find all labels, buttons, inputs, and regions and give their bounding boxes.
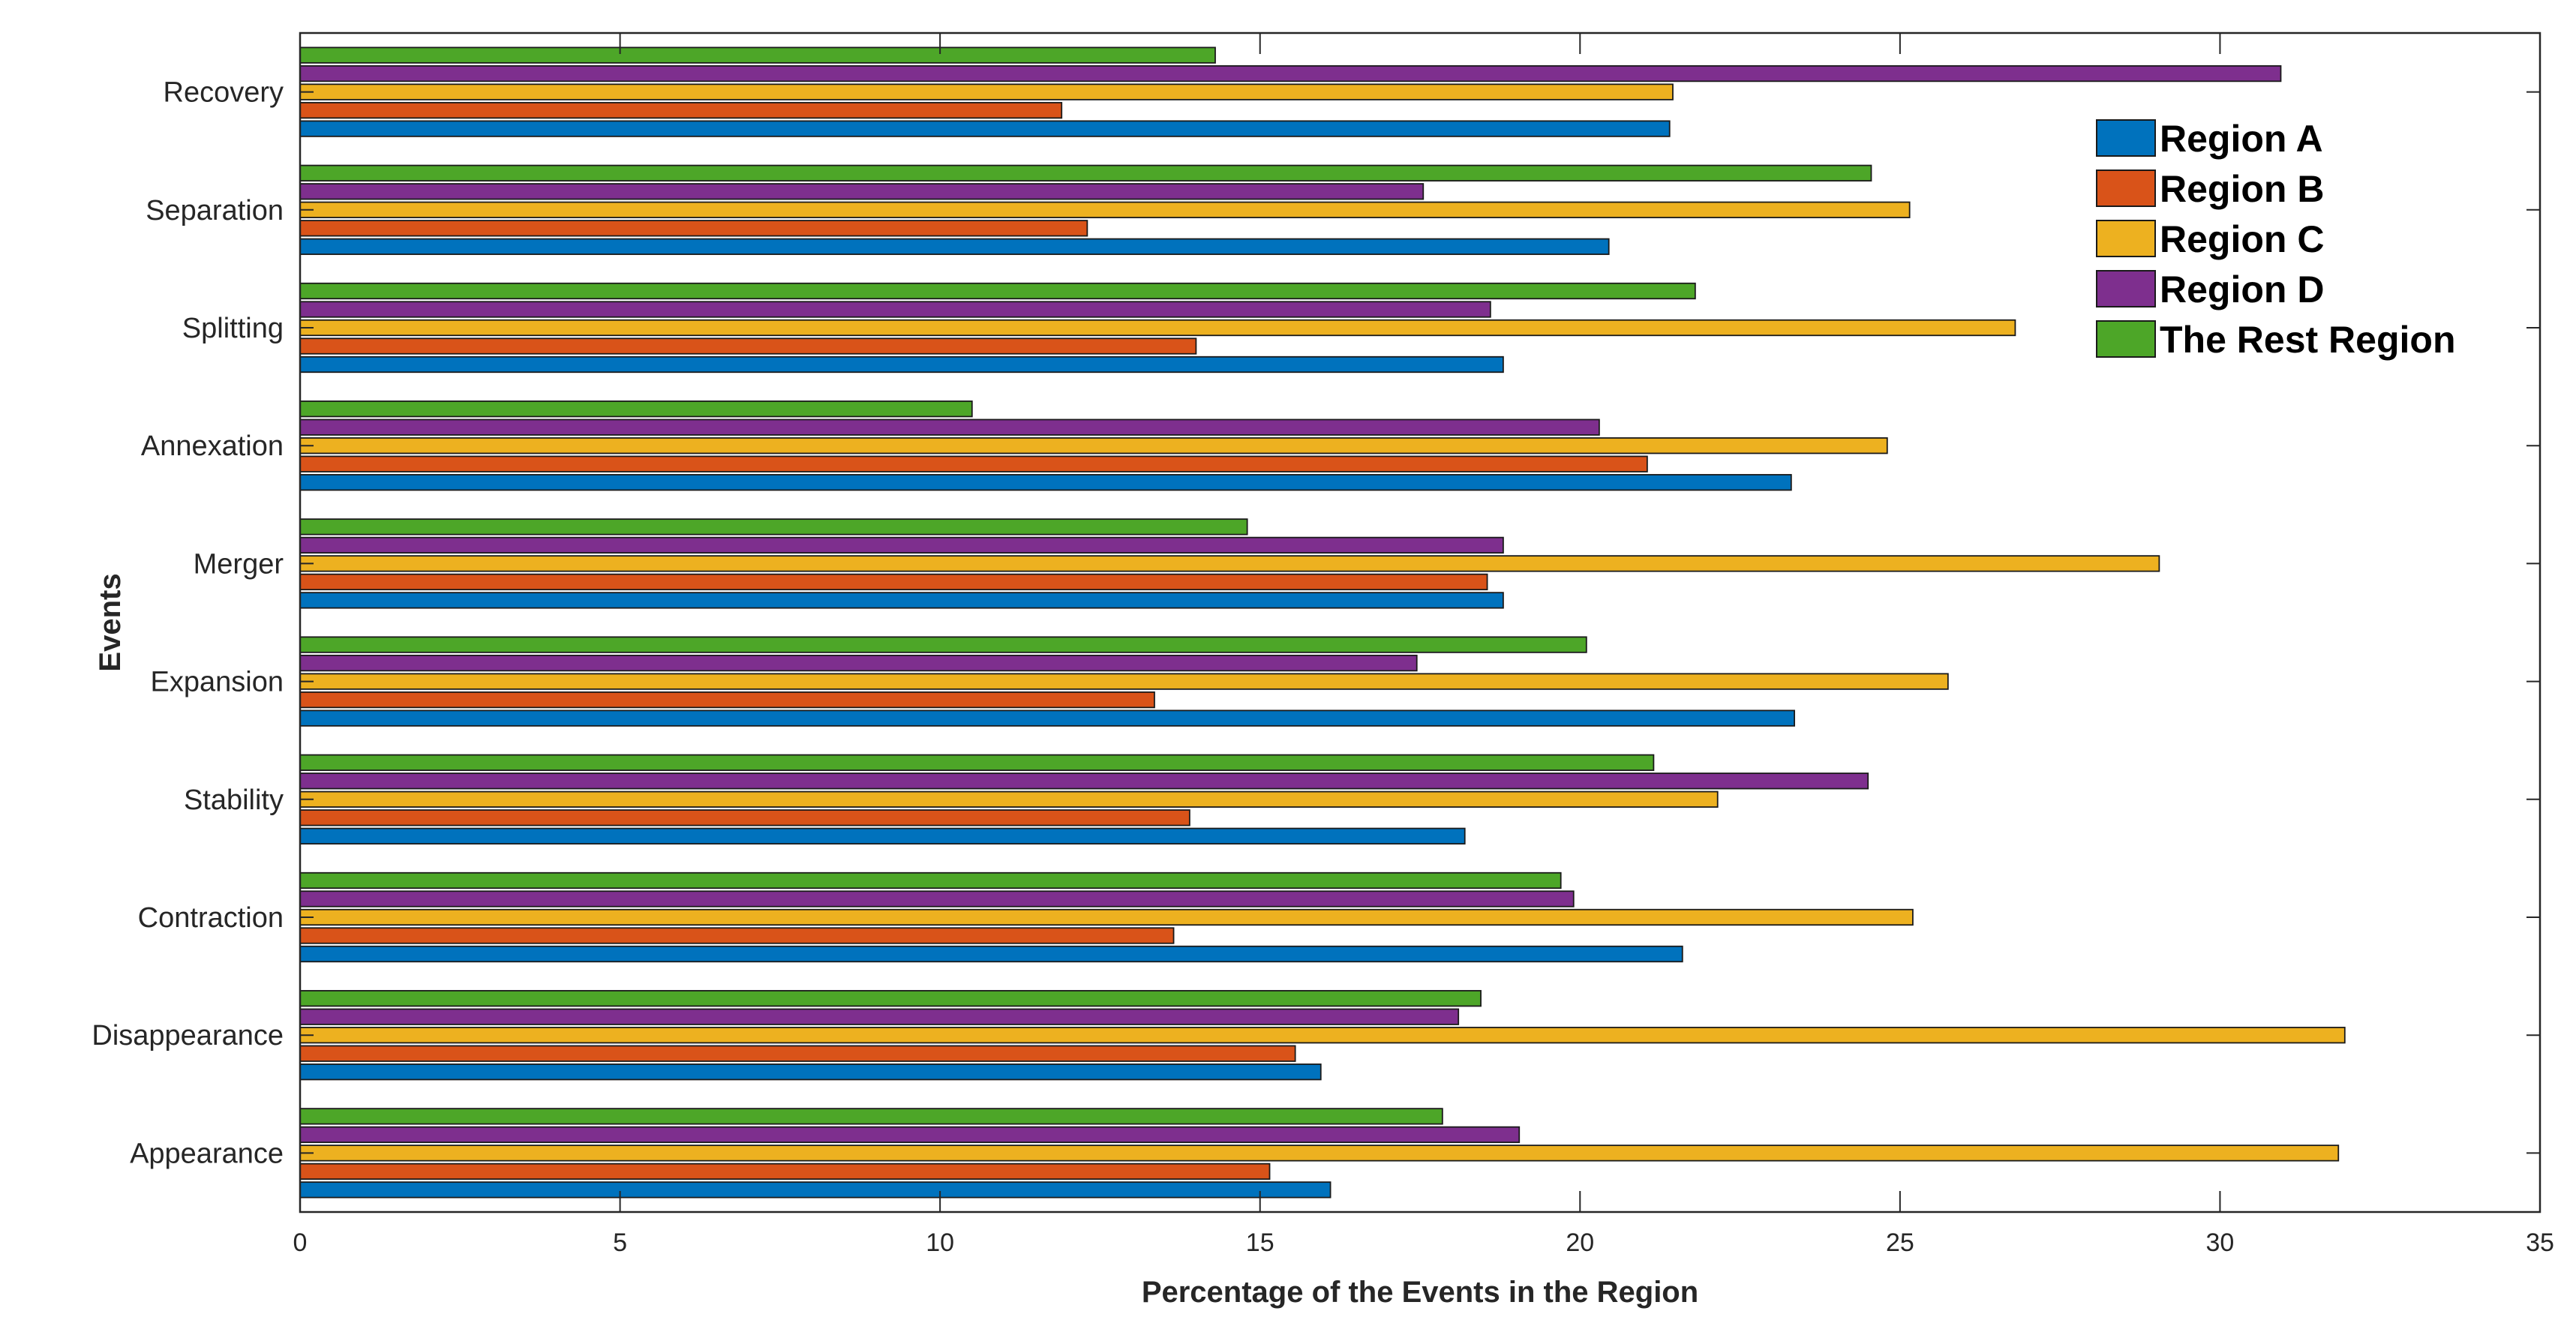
bars-layer bbox=[299, 46, 2346, 1198]
bar bbox=[299, 301, 1491, 318]
bar bbox=[299, 536, 1504, 554]
bar bbox=[299, 1181, 1332, 1198]
bar bbox=[299, 418, 1600, 436]
legend-swatch bbox=[2096, 320, 2156, 358]
legend-label: Region D bbox=[2160, 268, 2324, 310]
bar bbox=[299, 636, 1587, 653]
bar bbox=[299, 592, 1504, 609]
x-axis-title: Percentage of the Events in the Region bbox=[1142, 1276, 1698, 1309]
bar bbox=[299, 945, 1683, 963]
bar bbox=[299, 809, 1190, 826]
category-label: Appearance bbox=[130, 1138, 284, 1169]
bar bbox=[299, 474, 1792, 491]
bar bbox=[299, 990, 1482, 1007]
bar bbox=[299, 927, 1175, 944]
bar bbox=[299, 201, 1911, 218]
x-tick-label: 30 bbox=[2206, 1228, 2235, 1257]
x-axis-ticks: 0 5 10 15 20 25 30 35 bbox=[293, 33, 2554, 1257]
legend-swatch bbox=[2096, 170, 2156, 207]
bar bbox=[299, 1008, 1460, 1025]
category-label: Merger bbox=[194, 548, 284, 580]
bar bbox=[299, 754, 1655, 771]
legend-label: The Rest Region bbox=[2160, 319, 2455, 361]
category-label: Annexation bbox=[141, 430, 284, 462]
bar bbox=[299, 654, 1418, 672]
bar bbox=[299, 220, 1088, 237]
plot-area-frame bbox=[299, 32, 2541, 1214]
x-tick-label: 10 bbox=[926, 1228, 954, 1257]
bar bbox=[299, 338, 1197, 355]
legend-label: Region A bbox=[2160, 118, 2323, 160]
bar bbox=[299, 183, 1425, 200]
bar bbox=[299, 238, 1610, 255]
bar bbox=[299, 710, 1795, 727]
bar bbox=[299, 101, 1063, 119]
bar bbox=[299, 1108, 1443, 1125]
bar bbox=[299, 555, 2160, 572]
legend: Region A Region B Region C Region D The Rest… bbox=[2093, 112, 2483, 368]
legend-swatch bbox=[2096, 270, 2156, 308]
category-label: Splitting bbox=[182, 313, 284, 344]
bar bbox=[299, 437, 1888, 454]
bar bbox=[299, 1162, 1271, 1180]
category-label: Disappearance bbox=[92, 1020, 284, 1052]
bar bbox=[299, 518, 1248, 536]
bar bbox=[299, 1126, 1521, 1144]
bar bbox=[299, 282, 1696, 300]
category-label: Stability bbox=[184, 784, 284, 816]
legend-box bbox=[2093, 112, 2483, 368]
bar bbox=[299, 46, 1216, 64]
bar bbox=[299, 872, 1562, 890]
x-tick-label: 25 bbox=[1886, 1228, 1914, 1257]
category-label: Contraction bbox=[138, 902, 284, 934]
bar bbox=[299, 164, 1872, 182]
bar bbox=[299, 1064, 1322, 1081]
bar bbox=[299, 120, 1671, 137]
x-tick-label: 0 bbox=[293, 1228, 308, 1257]
bar bbox=[299, 790, 1719, 808]
x-tick-label: 35 bbox=[2526, 1228, 2554, 1257]
bar bbox=[299, 573, 1488, 591]
bar bbox=[299, 772, 1869, 790]
y-axis-title: Events bbox=[94, 573, 127, 671]
bar bbox=[299, 827, 1466, 844]
bar bbox=[299, 1144, 2340, 1162]
bar bbox=[299, 691, 1155, 709]
bar bbox=[299, 1045, 1296, 1062]
bar bbox=[299, 64, 2282, 82]
bar bbox=[299, 673, 1949, 690]
bar bbox=[299, 400, 973, 418]
legend-swatch bbox=[2096, 119, 2156, 157]
bar bbox=[299, 908, 1914, 926]
bar bbox=[299, 356, 1504, 374]
bar bbox=[299, 455, 1648, 472]
x-tick-label: 5 bbox=[613, 1228, 627, 1257]
x-tick-label: 15 bbox=[1246, 1228, 1274, 1257]
legend-label: Region C bbox=[2160, 218, 2324, 260]
legend-swatch bbox=[2096, 220, 2156, 257]
y-axis-categories: Appearance Disappearance Contraction Stabil… bbox=[92, 77, 284, 1170]
category-label: Separation bbox=[146, 195, 284, 226]
category-label: Expansion bbox=[151, 667, 284, 698]
bar bbox=[299, 319, 2016, 337]
x-tick-label: 20 bbox=[1566, 1228, 1594, 1257]
bar bbox=[299, 890, 1575, 908]
legend-label: Region B bbox=[2160, 168, 2324, 210]
category-label: Recovery bbox=[164, 77, 284, 109]
bar bbox=[299, 1027, 2346, 1044]
bar bbox=[299, 83, 1674, 100]
